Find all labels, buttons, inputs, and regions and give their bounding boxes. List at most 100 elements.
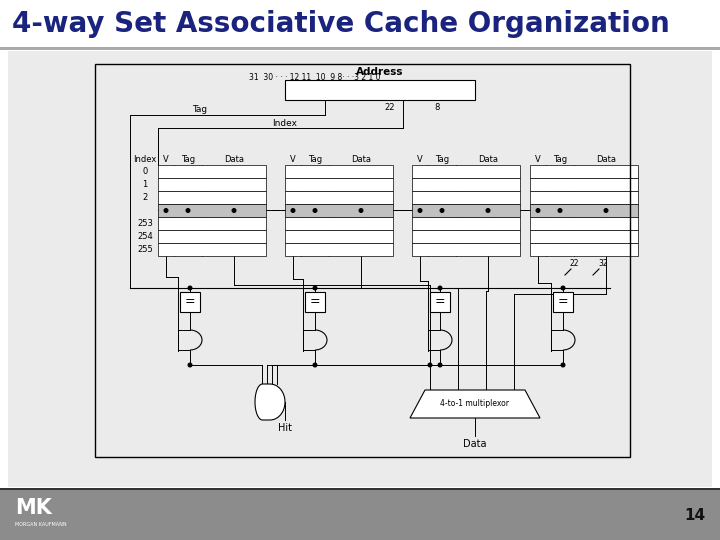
Circle shape [604, 208, 608, 212]
Text: 22: 22 [384, 103, 395, 111]
Bar [430, 292, 450, 312]
Bar [412, 204, 520, 217]
Text: V: V [163, 154, 169, 164]
Text: =: = [185, 295, 195, 308]
Bar [158, 204, 266, 217]
Bar [412, 230, 520, 243]
Bar [0, 488, 720, 490]
Text: Data: Data [463, 439, 487, 449]
Circle shape [164, 208, 168, 212]
Bar [0, 47, 720, 50]
Circle shape [188, 363, 192, 367]
Bar [412, 217, 520, 230]
Bar [285, 191, 393, 204]
Text: Tag: Tag [435, 154, 449, 164]
Circle shape [313, 208, 317, 212]
Text: 22: 22 [570, 260, 580, 268]
Circle shape [536, 208, 540, 212]
Polygon shape [410, 390, 540, 418]
Bar [158, 230, 266, 243]
Text: Tag: Tag [553, 154, 567, 164]
Bar [285, 178, 393, 191]
Text: Index: Index [133, 154, 157, 164]
Text: 4-way Set Associative Cache Organization: 4-way Set Associative Cache Organization [12, 10, 670, 38]
Bar [0, 490, 720, 540]
Bar [530, 243, 638, 256]
Circle shape [418, 208, 422, 212]
Bar [412, 178, 520, 191]
Text: MK: MK [15, 498, 52, 518]
Circle shape [486, 208, 490, 212]
Text: =: = [310, 295, 320, 308]
Circle shape [359, 208, 363, 212]
Circle shape [440, 208, 444, 212]
Text: 1: 1 [143, 180, 148, 189]
Text: V: V [290, 154, 296, 164]
Text: Hit: Hit [278, 423, 292, 433]
Text: V: V [417, 154, 423, 164]
Bar [412, 191, 520, 204]
Circle shape [313, 363, 317, 367]
Text: Index: Index [272, 118, 297, 127]
Text: Address: Address [356, 67, 404, 77]
Bar [158, 217, 266, 230]
Bar [530, 217, 638, 230]
Circle shape [438, 363, 442, 367]
Bar [412, 165, 520, 178]
Circle shape [291, 208, 294, 212]
Bar [530, 204, 638, 217]
Bar [8, 51, 712, 487]
Text: Data: Data [224, 154, 244, 164]
Text: 0: 0 [143, 167, 148, 176]
Text: =: = [558, 295, 568, 308]
Bar [0, 0, 720, 47]
Circle shape [438, 286, 442, 290]
Bar [158, 243, 266, 256]
Text: Tag: Tag [308, 154, 322, 164]
Text: =: = [435, 295, 445, 308]
Circle shape [561, 363, 564, 367]
Bar [530, 178, 638, 191]
Text: MORGAN KAUFMANN: MORGAN KAUFMANN [15, 522, 67, 526]
Text: 14: 14 [684, 508, 705, 523]
Text: 2: 2 [143, 193, 148, 202]
Bar [158, 191, 266, 204]
Circle shape [561, 286, 564, 290]
Text: 4-to-1 multiplexor: 4-to-1 multiplexor [441, 400, 510, 408]
Text: 32: 32 [598, 260, 608, 268]
Bar [158, 178, 266, 191]
Bar [305, 292, 325, 312]
Bar [285, 217, 393, 230]
Text: 255: 255 [137, 245, 153, 254]
Bar [95, 64, 630, 457]
Bar [530, 230, 638, 243]
Text: 253: 253 [137, 219, 153, 228]
Bar [553, 292, 573, 312]
Bar [412, 243, 520, 256]
Bar [530, 165, 638, 178]
Bar [180, 292, 200, 312]
Circle shape [428, 363, 432, 367]
Text: 254: 254 [137, 232, 153, 241]
Text: Tag: Tag [181, 154, 195, 164]
Bar [285, 165, 393, 178]
Text: V: V [535, 154, 541, 164]
Bar [285, 243, 393, 256]
Bar [285, 230, 393, 243]
Circle shape [558, 208, 562, 212]
Bar [285, 204, 393, 217]
Text: 31  30 · · · 12 11  10  9 8· · ·3 2 1 0: 31 30 · · · 12 11 10 9 8· · ·3 2 1 0 [249, 73, 381, 83]
Text: Data: Data [596, 154, 616, 164]
Circle shape [313, 286, 317, 290]
Bar [530, 191, 638, 204]
Circle shape [186, 208, 190, 212]
Text: 8: 8 [434, 103, 439, 111]
Text: Data: Data [478, 154, 498, 164]
Circle shape [188, 286, 192, 290]
Bar [285, 80, 475, 100]
Polygon shape [255, 384, 285, 420]
Text: Data: Data [351, 154, 371, 164]
Text: Tag: Tag [192, 105, 207, 114]
Circle shape [232, 208, 236, 212]
Bar [158, 165, 266, 178]
